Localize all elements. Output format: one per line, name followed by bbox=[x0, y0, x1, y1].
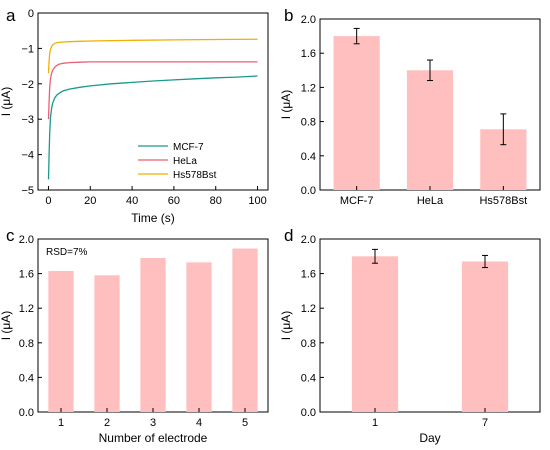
panel-a-y-tick-label: −1 bbox=[21, 43, 34, 55]
panel-label-d: d bbox=[284, 226, 293, 245]
panel-a-plot-frame bbox=[37, 12, 269, 191]
panel-label-a: a bbox=[6, 6, 16, 25]
panel-a-x-tick-label: 0 bbox=[45, 195, 51, 207]
panel-a-x-tick-label: 60 bbox=[168, 195, 180, 207]
panel-c-bar bbox=[94, 275, 120, 412]
panel-b-y-tick-label: 1.2 bbox=[301, 82, 316, 94]
panel-c-y-axis-title: I (μA) bbox=[0, 311, 13, 341]
panel-d-bar bbox=[461, 261, 509, 412]
panel-d-bar bbox=[351, 256, 399, 412]
panel-d-y-tick-label: 2.0 bbox=[301, 234, 316, 246]
panel-c-x-tick-label: 4 bbox=[196, 417, 202, 429]
panel-a-x-axis-title: Time (s) bbox=[131, 211, 175, 225]
panel-a-y-tick-label: −2 bbox=[21, 79, 34, 91]
panel-c-y-tick-label: 0.4 bbox=[19, 372, 34, 384]
panel-d-y-tick-label: 1.6 bbox=[301, 269, 316, 281]
panel-d-y-axis-title: I (μA) bbox=[279, 311, 293, 341]
panel-b-x-tick-label: HeLa bbox=[417, 195, 444, 207]
panel-d-y-tick-label: 1.2 bbox=[301, 303, 316, 315]
panel-a-y-tick-label: −4 bbox=[21, 150, 34, 162]
panel-a-series-line-2 bbox=[47, 38, 258, 74]
panel-d-x-tick-label: 1 bbox=[372, 417, 378, 429]
panel-b-y-tick-label: 2.0 bbox=[301, 14, 316, 26]
panel-c-bar bbox=[186, 262, 212, 412]
panel-a-y-tick-label: −5 bbox=[21, 185, 34, 197]
panel-a-series-line-0 bbox=[47, 75, 258, 180]
panel-a-legend-label: Hs578Bst bbox=[173, 170, 217, 181]
panel-c-y-tick-label: 0.8 bbox=[19, 338, 34, 350]
panel-c-annotation: RSD=7% bbox=[46, 247, 88, 258]
panel-label-c: c bbox=[6, 226, 15, 245]
panel-b-x-tick-label: MCF-7 bbox=[340, 195, 374, 207]
panel-b-x-tick-label: Hs578Bst bbox=[479, 195, 527, 207]
panel-d-y-tick-label: 0.0 bbox=[301, 407, 316, 419]
panel-a-x-tick-label: 80 bbox=[210, 195, 222, 207]
panel-b-y-tick-label: 0.0 bbox=[301, 185, 316, 197]
panel-d-y-tick-label: 0.8 bbox=[301, 338, 316, 350]
panel-c-y-tick-label: 1.6 bbox=[19, 269, 34, 281]
chart-panel-b: 0.0 0.4 0.8 1.2 1.6 2.0 MCF-7 HeLa Hs578Bst I (μA… bbox=[279, 14, 541, 207]
panel-c-y-tick-label: 0.0 bbox=[19, 407, 34, 419]
panel-d-y-tick-label: 0.4 bbox=[301, 372, 316, 384]
panel-b-y-tick-label: 0.8 bbox=[301, 117, 316, 129]
panel-c-x-axis-title: Number of electrode bbox=[99, 431, 208, 445]
panel-a-legend-label: HeLa bbox=[173, 156, 197, 167]
chart-panel-a: 0 −1 −2 −3 −4 −5 0 20 40 60 80 100 MCF-7 HeLa Hs578Bst… bbox=[0, 8, 269, 225]
panel-c-y-tick-label: 2.0 bbox=[19, 234, 34, 246]
panel-c-y-tick-label: 1.2 bbox=[19, 303, 34, 315]
panel-b-y-axis-title: I (μA) bbox=[279, 90, 293, 120]
panel-c-bar bbox=[140, 258, 166, 412]
panel-b-y-tick-label: 1.6 bbox=[301, 48, 316, 60]
panel-a-legend-label: MCF-7 bbox=[173, 142, 204, 153]
panel-a-x-tick-label: 100 bbox=[248, 195, 266, 207]
panel-c-x-tick-label: 1 bbox=[58, 417, 64, 429]
panel-a-y-axis-title: I (μA) bbox=[0, 87, 13, 117]
panel-c-x-tick-label: 3 bbox=[150, 417, 156, 429]
panel-label-b: b bbox=[284, 6, 293, 25]
panel-b-bar bbox=[333, 36, 380, 190]
panel-d-plot-frame bbox=[319, 238, 541, 413]
chart-panel-c: 0.0 0.4 0.8 1.2 1.6 2.0 1 2 3 4 5 RSD=7% I (μA) Numbe… bbox=[0, 234, 269, 445]
panel-c-bar bbox=[48, 271, 74, 412]
panel-b-bar bbox=[406, 70, 454, 190]
panel-a-y-tick-label: −3 bbox=[21, 114, 34, 126]
panel-a-x-tick-label: 40 bbox=[126, 195, 138, 207]
chart-panel-d: 0.0 0.4 0.8 1.2 1.6 2.0 1 7 I (μA) Day bbox=[279, 234, 541, 445]
panel-d-x-axis-title: Day bbox=[419, 431, 440, 445]
panel-d-x-tick-label: 7 bbox=[482, 417, 488, 429]
panel-a-x-tick-label: 20 bbox=[84, 195, 96, 207]
panel-c-x-tick-label: 2 bbox=[104, 417, 110, 429]
panel-a-y-tick-label: 0 bbox=[28, 8, 34, 20]
panel-b-y-tick-label: 0.4 bbox=[301, 151, 316, 163]
panel-a-series-line-1 bbox=[47, 61, 258, 120]
panel-c-x-tick-label: 5 bbox=[242, 417, 248, 429]
panel-c-bar bbox=[232, 248, 258, 412]
